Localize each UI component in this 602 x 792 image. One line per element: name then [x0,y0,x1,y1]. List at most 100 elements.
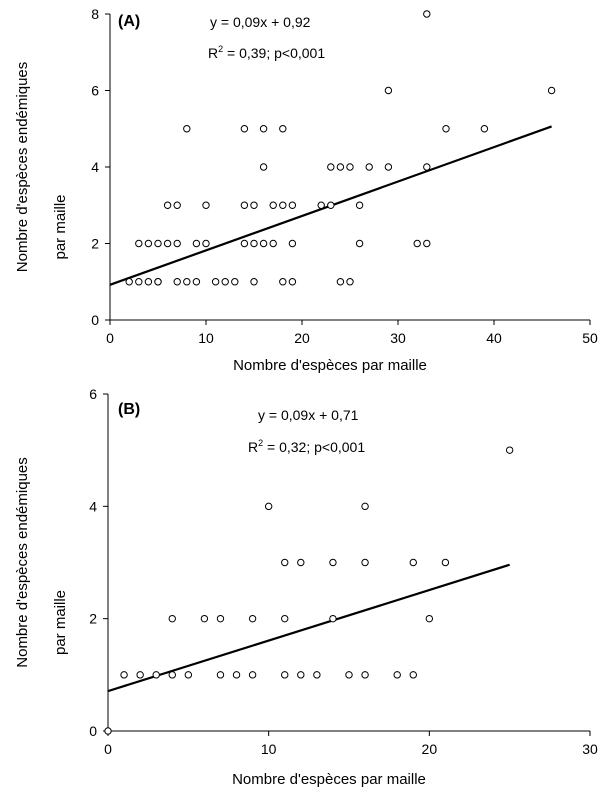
data-point [168,671,176,679]
y-axis-label: Nombre d'espèces endémiques par maille [14,62,69,272]
data-point [423,163,431,171]
data-point [168,614,176,623]
data-point [327,163,335,171]
r-squared-label: R2 = 0,39; p<0,001 [208,44,325,61]
data-point [163,201,172,209]
data-point [413,239,421,248]
data-point [336,163,345,171]
data-point [288,201,297,209]
data-point [281,558,289,567]
panel-label: (B) [118,401,140,418]
data-point [441,558,450,567]
regression-equation: y = 0,09x + 0,71 [258,407,359,423]
data-point [279,278,287,286]
data-point [200,614,209,623]
data-point [281,671,289,679]
y-tick-label: 2 [89,611,97,627]
regression-equation: y = 0,09x + 0,92 [210,14,311,30]
trend-line [107,563,510,693]
x-tick-label: 30 [390,330,406,346]
data-point [393,671,401,679]
data-point [317,201,325,209]
data-point [240,239,249,248]
data-point [144,278,153,286]
y-tick-label: 6 [91,83,99,99]
data-point [423,10,431,18]
data-point [361,502,369,511]
x-axis-label: Nombre d'espèces par maille [232,771,426,788]
data-point [184,671,193,679]
x-axis-label: Nombre d'espèces par maille [233,357,427,374]
r-squared-superscript: 2 [218,44,223,54]
data-point [297,558,305,567]
data-point [346,278,354,286]
data-point [250,201,258,209]
data-point [231,278,239,286]
data-point [269,201,277,209]
data-point [384,163,393,171]
data-point [240,125,249,133]
data-point [154,239,162,248]
data-point [259,125,268,133]
r-squared-value: = 0,39; p<0,001 [223,45,325,61]
data-point [355,239,364,248]
x-tick-label: 0 [104,741,112,757]
data-point [346,163,354,171]
x-tick-label: 20 [422,741,438,757]
data-point [279,201,287,209]
data-point [264,502,273,511]
data-point [288,278,297,286]
data-point [192,239,201,248]
data-point [152,671,160,679]
data-point [269,239,277,248]
x-tick-label: 20 [294,330,310,346]
data-point [135,239,143,248]
data-point [279,125,287,133]
data-point [384,86,393,95]
r-squared-value: = 0,32; p<0,001 [263,439,365,455]
panel-a: Nombre d'espèces endémiques par maille N… [14,6,598,374]
data-point [250,239,258,248]
data-point [202,201,210,209]
y-axis-label-line2: par maille [52,590,69,655]
y-tick-label: 4 [89,498,97,514]
y-tick-label: 4 [91,159,99,175]
data-point [547,86,556,95]
data-point [361,558,369,567]
x-tick-label: 10 [198,330,214,346]
y-tick-label: 0 [91,312,99,328]
data-point [423,239,431,248]
data-point [163,239,172,248]
data-point [144,239,153,248]
data-point [240,201,249,209]
data-point [365,163,373,171]
data-point [327,201,335,209]
data-point [409,671,417,679]
data-point [505,446,514,454]
data-point [232,671,241,679]
r-squared-label: R2 = 0,32; p<0,001 [248,438,365,455]
data-point [248,671,257,679]
data-point [125,278,133,286]
data-point [211,278,220,286]
data-point [221,278,229,286]
y-tick-label: 8 [91,6,99,22]
data-point [202,239,210,248]
data-point [259,163,268,171]
x-tick-label: 0 [106,330,114,346]
y-axis-label: Nombre d'espèces endémiques par maille [14,457,69,667]
data-point [173,201,181,209]
data-point [135,278,143,286]
data-point [361,671,369,679]
y-axis-label-line1: Nombre d'espèces endémiques [14,457,31,667]
data-point [336,278,345,286]
y-axis-label-line2: par maille [52,194,69,259]
y-tick-label: 2 [91,236,99,252]
data-point [329,558,337,567]
data-point [173,239,181,248]
data-point [250,278,258,286]
data-point [192,278,201,286]
data-point [183,278,191,286]
data-point [288,239,297,248]
